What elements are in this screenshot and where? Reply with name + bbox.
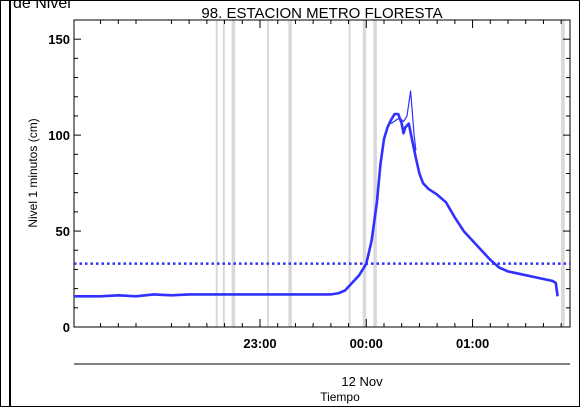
series-lines [74,90,559,298]
data-gap-bands [215,20,565,327]
y-tick-label-50: 50 [56,224,70,239]
data-gap-band-6 [362,20,367,327]
x-tick-label-0: 23:00 [243,336,276,351]
x-axis-label: Tiempo [320,390,360,404]
data-gap-band-5 [348,20,351,327]
y-tick-label-100: 100 [48,128,70,143]
data-gap-band-1 [222,20,225,327]
left-border-rule [9,1,11,406]
series-line-0 [74,112,559,298]
x-axis: 23:00 00:00 01:00 [100,20,562,351]
series-line-1 [390,90,417,151]
date-label: 12 Nov [341,374,383,389]
y-tick-label-150: 150 [48,32,70,47]
chart-title: 98. ESTACION METRO FLORESTA [201,5,442,22]
x-tick-label-2: 01:00 [456,336,489,351]
data-gap-band-0 [215,20,218,327]
y-tick-label-0: 0 [63,320,70,335]
data-gap-band-4 [288,20,292,327]
data-gap-band-3 [267,20,270,327]
y-axis: 0 50 100 150 [48,32,570,335]
cut-off-header-text: de Nivel [13,0,71,12]
data-gap-band-2 [231,20,236,327]
data-gap-band-7 [373,20,377,327]
plot-area [73,19,571,328]
y-axis-label: Nivel 1 minutos (cm) [26,118,40,227]
x-tick-label-1: 00:00 [350,336,383,351]
data-gap-band-8 [561,20,565,327]
